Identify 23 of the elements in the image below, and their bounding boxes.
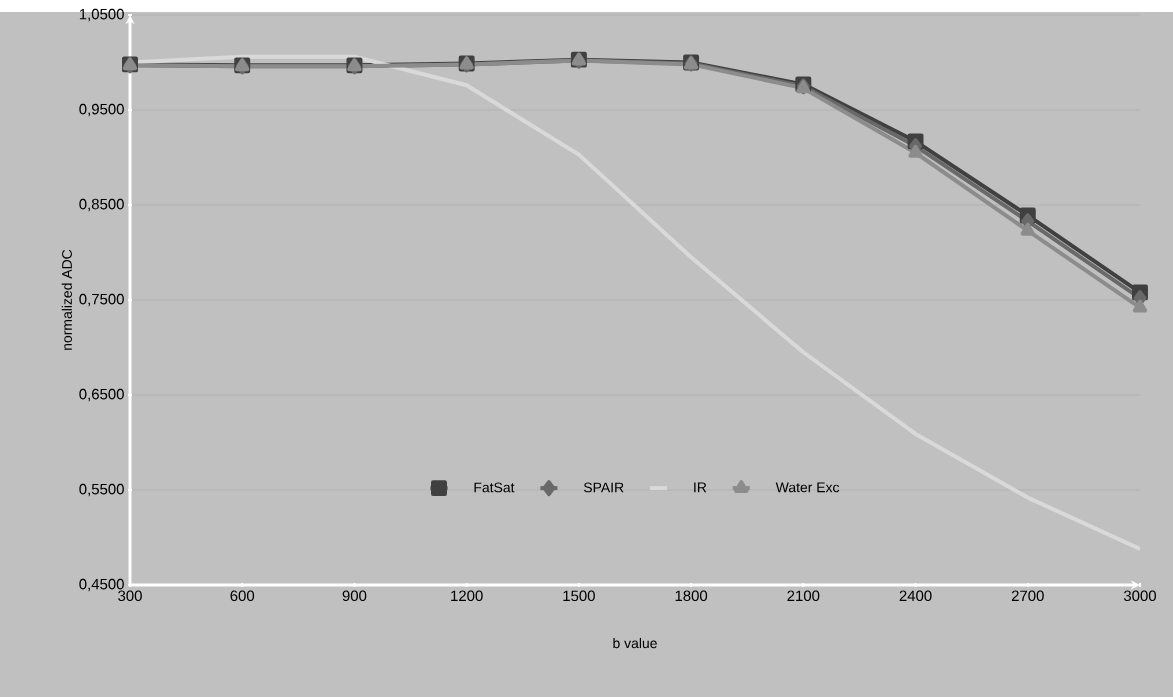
y-tick-label: 0,8500 [79, 198, 124, 212]
x-tick-label: 1500 [563, 590, 595, 602]
legend-label: IR [694, 482, 707, 493]
x-tick-label: 900 [342, 590, 367, 602]
y-tick-label: 0,6500 [79, 388, 124, 402]
y-tick-label: 0,9500 [79, 103, 124, 117]
x-tick-label: 3000 [1123, 590, 1157, 602]
x-axis-title: b value [613, 637, 657, 649]
y-axis-title: normalized ADC [61, 249, 72, 350]
x-tick-label: 1800 [675, 590, 708, 602]
x-tick-label: 300 [118, 590, 142, 602]
legend-label: Water Exc [775, 482, 840, 493]
x-tick-label: 1200 [451, 590, 483, 602]
x-tick-label: 2400 [899, 590, 932, 602]
x-tick-label: 600 [230, 590, 255, 602]
legend-label: SPAIR [583, 482, 624, 493]
y-tick-label: 1,0500 [79, 8, 124, 22]
y-tick-label: 0,4500 [79, 578, 124, 592]
legend-label: FatSat [474, 482, 515, 493]
y-tick-label: 0,5500 [79, 483, 124, 497]
x-tick-label: 2100 [787, 590, 820, 602]
x-tick-label: 2700 [1011, 590, 1044, 602]
y-tick-label: 0,7500 [79, 293, 124, 307]
